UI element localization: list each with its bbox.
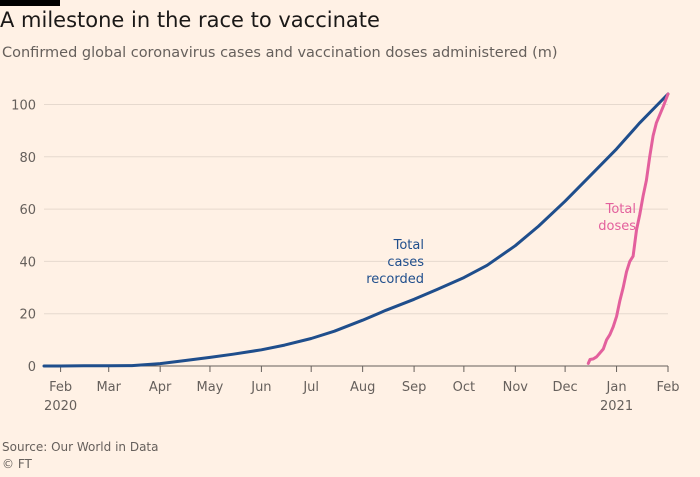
x-tick-label: Aug — [350, 380, 375, 395]
x-tick-year-label: 2021 — [600, 399, 633, 414]
series-label-doses: Total — [605, 202, 636, 217]
y-axis-ticks: 0 20 40 60 80 100 — [11, 98, 36, 375]
line-chart: 0 20 40 60 80 100 Feb 2020 Mar Apr May Jun Jul Aug Se… — [0, 0, 700, 430]
x-tick-label: Feb — [656, 380, 679, 395]
x-tick-label: Dec — [553, 380, 578, 395]
y-tick-label: 80 — [19, 151, 36, 166]
y-tick-label: 60 — [19, 203, 36, 218]
series-label-cases: Total — [393, 238, 424, 253]
y-tick-label: 100 — [11, 98, 36, 113]
series-lines — [44, 94, 668, 366]
copyright-note: © FT — [2, 457, 32, 471]
x-tick-label: Sep — [402, 380, 427, 395]
x-tick-label: Jan — [606, 380, 627, 395]
x-tick-label: Nov — [503, 380, 529, 395]
series-labels: Total cases recorded Total doses — [366, 202, 636, 287]
grid-lines — [44, 104, 668, 366]
y-tick-label: 0 — [28, 360, 36, 375]
y-tick-label: 20 — [19, 308, 36, 323]
x-tick-year-label: 2020 — [44, 399, 77, 414]
x-axis-ticks: Feb 2020 Mar Apr May Jun Jul Aug Sep Oct Nov Dec Jan… — [44, 366, 679, 414]
x-tick-label: May — [197, 380, 224, 395]
series-line-cases — [44, 94, 668, 366]
x-tick-label: Jun — [250, 380, 271, 395]
source-note: Source: Our World in Data — [2, 440, 158, 454]
series-label-cases: cases — [387, 255, 424, 270]
x-tick-label: Apr — [149, 380, 172, 395]
series-label-doses: doses — [598, 219, 636, 234]
x-tick-label: Feb — [49, 380, 72, 395]
series-label-cases: recorded — [366, 272, 424, 287]
x-tick-label: Mar — [96, 380, 121, 395]
y-tick-label: 40 — [19, 255, 36, 270]
x-tick-label: Jul — [302, 380, 319, 395]
x-tick-label: Oct — [453, 380, 475, 395]
